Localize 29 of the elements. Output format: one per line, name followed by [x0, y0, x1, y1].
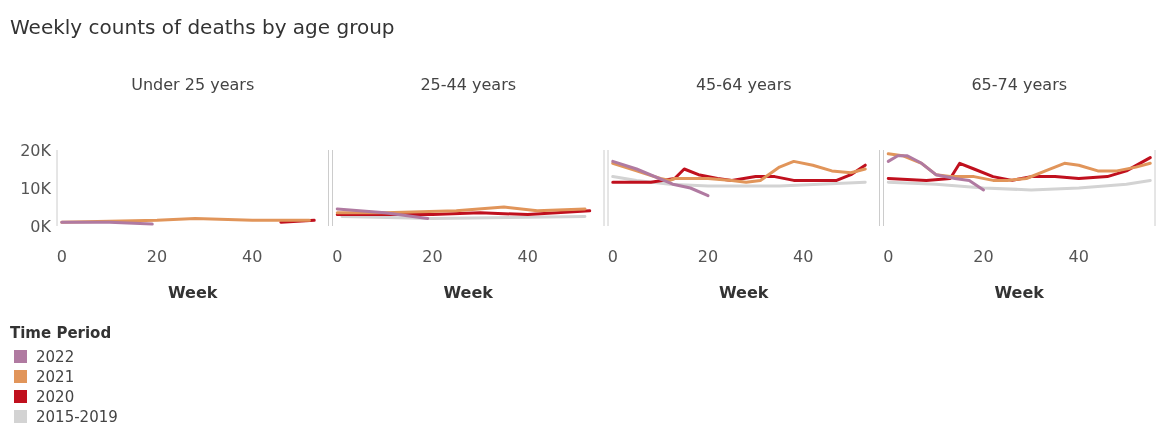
- x-tick-label: 0: [332, 247, 343, 266]
- y-tick-label: 10K: [20, 178, 52, 198]
- x-tick-label: 20: [422, 247, 443, 266]
- chart-subtitle: 65-74 years: [971, 75, 1068, 94]
- x-axis-title: Week: [443, 283, 494, 302]
- legend-title: Time Period: [10, 324, 112, 342]
- legend-label: 2020: [36, 388, 75, 407]
- x-tick-label: 20: [973, 247, 994, 266]
- legend-label: 2021: [36, 368, 75, 387]
- x-tick-label: 0: [607, 247, 618, 266]
- x-axis-title: Week: [994, 283, 1045, 302]
- x-tick-label: 40: [1068, 247, 1089, 266]
- x-tick-label: 40: [242, 247, 263, 266]
- x-tick-label: 40: [793, 247, 814, 266]
- y-tick-label: 0K: [30, 216, 52, 236]
- x-tick-label: 0: [56, 247, 67, 266]
- legend-label: 2022: [36, 348, 75, 367]
- chart-subtitle: Under 25 years: [131, 75, 255, 94]
- y-tick-label: 20K: [20, 140, 52, 160]
- x-axis-title: Week: [168, 283, 218, 302]
- chart-subtitle: 25-44 years: [420, 75, 517, 94]
- chart-subtitle: 45-64 years: [695, 75, 792, 94]
- x-tick-label: 20: [146, 247, 168, 266]
- x-axis-title: Week: [719, 283, 769, 302]
- x-tick-label: 40: [517, 247, 538, 266]
- chart-title: Weekly counts of deaths by age group: [10, 15, 395, 39]
- x-tick-label: 0: [883, 247, 894, 266]
- x-tick-label: 20: [697, 247, 719, 266]
- legend-label: 2015-2019: [36, 408, 118, 427]
